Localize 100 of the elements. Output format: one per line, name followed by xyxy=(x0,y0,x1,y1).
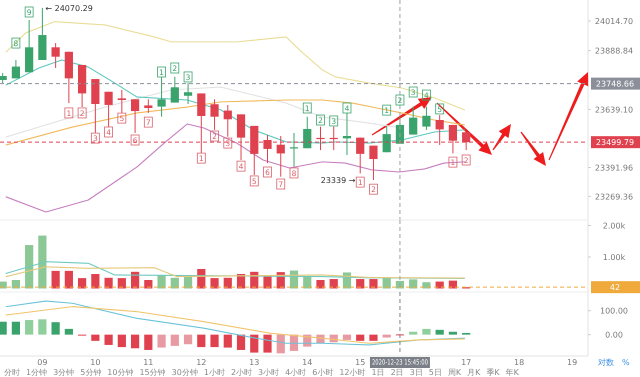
bar xyxy=(25,320,34,335)
bar xyxy=(369,279,378,288)
bar xyxy=(12,280,20,288)
bar xyxy=(330,279,338,288)
bar xyxy=(91,274,100,288)
y-tick-label: 23269.36 xyxy=(594,192,634,202)
candlestick xyxy=(52,42,60,68)
text: 30分钟 xyxy=(172,368,198,377)
bar xyxy=(64,328,73,335)
y-tick-label: 2.00k xyxy=(602,222,626,231)
bar xyxy=(356,279,364,288)
text: 周K xyxy=(448,368,462,377)
bar xyxy=(130,334,140,348)
bar xyxy=(224,334,232,348)
bar xyxy=(236,334,246,350)
candlestick xyxy=(210,98,219,130)
bar xyxy=(38,319,46,335)
bar xyxy=(64,270,73,288)
bar xyxy=(144,334,152,350)
annotation: ← 24070.29 xyxy=(45,4,93,13)
x-tick-label: 15 xyxy=(355,358,366,367)
text: 2小时 xyxy=(230,368,252,377)
candlestick xyxy=(130,98,140,134)
line-series xyxy=(6,300,465,346)
text: 3日 xyxy=(410,368,423,377)
bar xyxy=(157,334,166,348)
bar xyxy=(25,245,34,288)
candlestick xyxy=(144,98,152,114)
bar xyxy=(0,322,7,335)
bar xyxy=(422,328,431,335)
bar xyxy=(144,280,152,288)
bar xyxy=(224,278,232,288)
bar xyxy=(369,334,378,341)
text: 季K xyxy=(486,368,500,377)
ref-line-label: 42 xyxy=(610,283,620,292)
bar xyxy=(104,278,113,288)
bar xyxy=(436,330,444,335)
bar xyxy=(52,322,60,335)
bar xyxy=(170,334,179,346)
text: 3分钟 xyxy=(53,368,74,377)
text: 月K xyxy=(467,368,482,377)
bar xyxy=(78,278,86,288)
text: 5分钟 xyxy=(80,368,102,377)
bar xyxy=(316,280,325,288)
text: 年K xyxy=(506,368,520,377)
y-tick-label: 23639.10 xyxy=(594,105,634,114)
bar xyxy=(38,236,46,288)
bar xyxy=(91,334,100,341)
text: 1日 xyxy=(372,368,385,377)
bar xyxy=(0,282,7,288)
text: 10分钟 xyxy=(107,368,134,377)
annotation: 23339 → xyxy=(320,176,356,185)
candlestick xyxy=(422,106,431,130)
bar xyxy=(104,334,113,345)
x-tick-label: 17 xyxy=(461,358,472,367)
bar xyxy=(170,278,179,288)
bar xyxy=(356,334,364,341)
x-tick-label: 09 xyxy=(37,358,48,367)
text: 1分钟 xyxy=(26,368,48,377)
text: 15分钟 xyxy=(139,368,166,377)
candlestick xyxy=(224,104,232,138)
bar xyxy=(118,334,126,348)
x-tick-label: 14 xyxy=(302,358,312,367)
y-tick-label: 100.00 xyxy=(600,306,628,316)
candlestick xyxy=(0,72,7,84)
y-tick-label: 0.00 xyxy=(605,330,623,340)
bar xyxy=(436,282,444,288)
x-tick-label: 12 xyxy=(196,358,206,367)
text: 6小时 xyxy=(312,368,334,377)
x-tick-label: 19 xyxy=(567,358,578,367)
text: 4小时 xyxy=(285,368,306,377)
bar xyxy=(409,279,418,288)
candlestick xyxy=(369,145,378,180)
y-tick-label: 23391.96 xyxy=(594,164,634,173)
text: % xyxy=(622,358,630,367)
text: 1小时 xyxy=(204,368,225,377)
text: 12小时 xyxy=(339,368,366,377)
bar xyxy=(342,334,352,340)
bar xyxy=(210,278,219,288)
y-tick-label: 23888.84 xyxy=(594,46,634,56)
line-series xyxy=(6,306,465,344)
text: 分时 xyxy=(4,368,20,377)
bar xyxy=(184,334,192,344)
x-tick-label: 11 xyxy=(143,358,154,367)
candlestick xyxy=(170,76,179,104)
bar xyxy=(382,278,391,288)
x-tick-label: 10 xyxy=(90,358,100,367)
text: 对数 xyxy=(598,358,614,367)
bar xyxy=(409,332,418,335)
ref-line-label: 23499.79 xyxy=(596,138,634,148)
x-tick-label: 13 xyxy=(249,358,260,367)
bar xyxy=(422,282,431,288)
candlestick xyxy=(12,60,20,79)
text: 5日 xyxy=(428,368,442,377)
bar xyxy=(52,270,60,288)
y-tick-label: 1.00k xyxy=(602,253,626,262)
bar xyxy=(303,276,312,288)
y-tick-label: 24014.70 xyxy=(594,17,634,26)
bar xyxy=(118,278,126,288)
candlestick xyxy=(409,106,418,136)
